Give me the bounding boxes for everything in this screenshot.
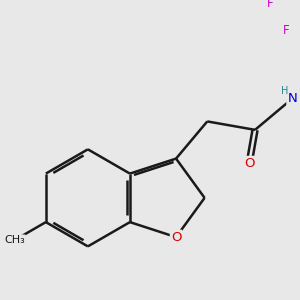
Text: H: H (280, 86, 288, 96)
Text: CH₃: CH₃ (4, 235, 25, 245)
Text: O: O (244, 157, 254, 170)
Text: O: O (171, 231, 181, 244)
Text: F: F (267, 0, 274, 10)
Text: N: N (287, 92, 297, 105)
Text: F: F (283, 24, 290, 37)
